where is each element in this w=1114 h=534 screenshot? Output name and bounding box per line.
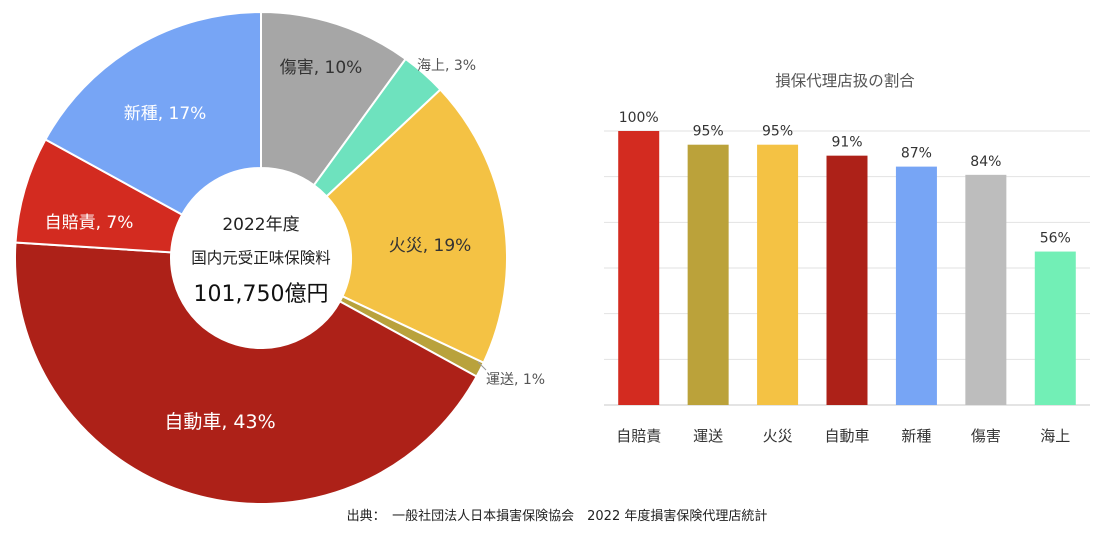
bar-自賠責 xyxy=(618,131,660,405)
bar-value-label: 56% xyxy=(1040,231,1071,247)
donut-slice-火災 xyxy=(325,88,508,365)
donut-label-自動車: 自動車, 43% xyxy=(164,411,275,433)
bar-自動車 xyxy=(826,155,868,405)
donut-slice-新種 xyxy=(44,10,262,216)
bar-運送 xyxy=(687,144,729,405)
bar-category-label: 運送 xyxy=(693,427,723,445)
donut-label-火災: 火災, 19% xyxy=(389,236,472,256)
bar-value-label: 95% xyxy=(693,124,724,140)
bar-火災 xyxy=(757,144,799,405)
donut-center-year: 2022年度 xyxy=(222,215,299,235)
donut-label-運送: 運送, 1% xyxy=(486,372,545,388)
donut-slice-自動車 xyxy=(14,241,478,505)
donut-label-海上: 海上, 3% xyxy=(417,58,476,74)
donut-chart: 傷害, 10% 海上, 3% 火災, 19% 運送, 1% 自動車, 43% 自賠責, 7… xyxy=(14,10,545,505)
bar-chart: 損保代理店扱の割合 100% 95% 95% 91% 87% 84% 56% 自賠責 運送 火災… xyxy=(604,72,1090,445)
bar-category-label: 新種 xyxy=(901,427,931,445)
bar-海上 xyxy=(1034,251,1076,405)
bar-value-label: 84% xyxy=(970,154,1001,170)
donut-label-自賠責: 自賠責, 7% xyxy=(45,213,134,233)
donut-leader-line xyxy=(477,361,487,371)
donut-label-傷害: 傷害, 10% xyxy=(280,58,363,78)
donut-center-total: 101,750億円 xyxy=(194,282,329,307)
bar-傷害 xyxy=(965,174,1007,405)
bar-value-label: 87% xyxy=(901,146,932,162)
bar-category-label: 海上 xyxy=(1040,427,1070,445)
bar-新種 xyxy=(895,166,937,405)
bar-category-label: 火災 xyxy=(763,427,793,445)
bar-category-label: 自賠責 xyxy=(616,427,661,445)
bar-chart-title: 損保代理店扱の割合 xyxy=(775,72,915,90)
bar-value-label: 91% xyxy=(831,135,862,151)
donut-center-subtitle: 国内元受正味保険料 xyxy=(191,249,331,267)
bar-value-label: 95% xyxy=(762,124,793,140)
donut-label-新種: 新種, 17% xyxy=(124,104,207,124)
bar-category-label: 傷害 xyxy=(971,427,1001,445)
bar-value-label: 100% xyxy=(619,110,659,126)
source-citation: 出典： 一般社団法人日本損害保険協会 2022 年度損害保険代理店統計 xyxy=(346,509,768,524)
bar-category-label: 自動車 xyxy=(824,427,869,445)
